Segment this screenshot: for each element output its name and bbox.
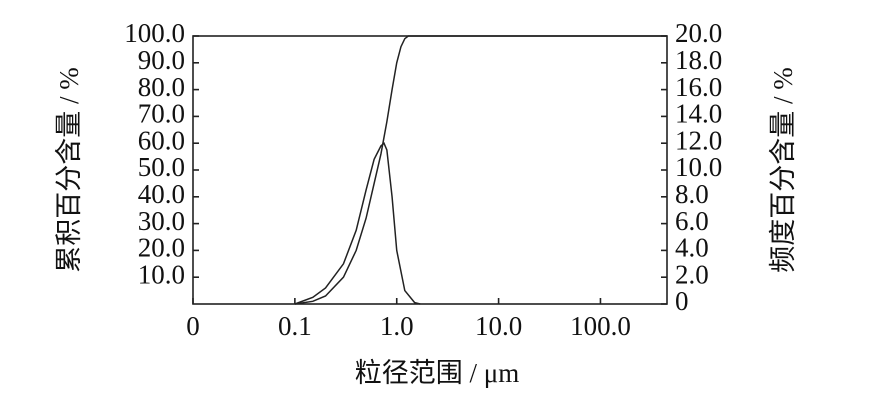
y-tick-label: 60.0 <box>138 125 185 155</box>
y2-tick-label: 6.0 <box>675 206 709 236</box>
y2-tick-label: 8.0 <box>675 179 709 209</box>
y2-axis-label: 频度百分含量 / % <box>768 67 798 273</box>
y-tick-label: 50.0 <box>138 152 185 182</box>
x-tick-label: 0.1 <box>278 311 312 341</box>
y2-tick-label: 18.0 <box>675 45 722 75</box>
x-tick-label: 1.0 <box>380 311 414 341</box>
y2-tick-label: 4.0 <box>675 233 709 263</box>
x-axis-label: 粒径范围 / μm <box>355 358 519 388</box>
y2-tick-label: 20.0 <box>675 18 722 48</box>
y-tick-label: 20.0 <box>138 233 185 263</box>
y-tick-label: 40.0 <box>138 179 185 209</box>
y2-tick-label: 16.0 <box>675 72 722 102</box>
y2-tick-label: 0 <box>675 286 689 316</box>
y-tick-label: 10.0 <box>138 259 185 289</box>
series-line <box>294 35 667 305</box>
y2-tick-label: 2.0 <box>675 259 709 289</box>
x-tick-label: 0 <box>186 311 200 341</box>
y-tick-label: 30.0 <box>138 206 185 236</box>
y-tick-label: 100.0 <box>124 18 185 48</box>
y-tick-label: 90.0 <box>138 45 185 75</box>
y-axis-label: 累积百分含量 / % <box>54 67 84 273</box>
y2-tick-label: 14.0 <box>675 99 722 129</box>
x-tick-label: 10.0 <box>475 311 522 341</box>
y-tick-label: 70.0 <box>138 99 185 129</box>
plot-frame <box>192 35 668 305</box>
x-tick-label: 100.0 <box>570 311 631 341</box>
y2-tick-label: 10.0 <box>675 152 722 182</box>
y-tick-label: 80.0 <box>138 72 185 102</box>
series-line <box>294 141 421 305</box>
y2-tick-label: 12.0 <box>675 125 722 155</box>
